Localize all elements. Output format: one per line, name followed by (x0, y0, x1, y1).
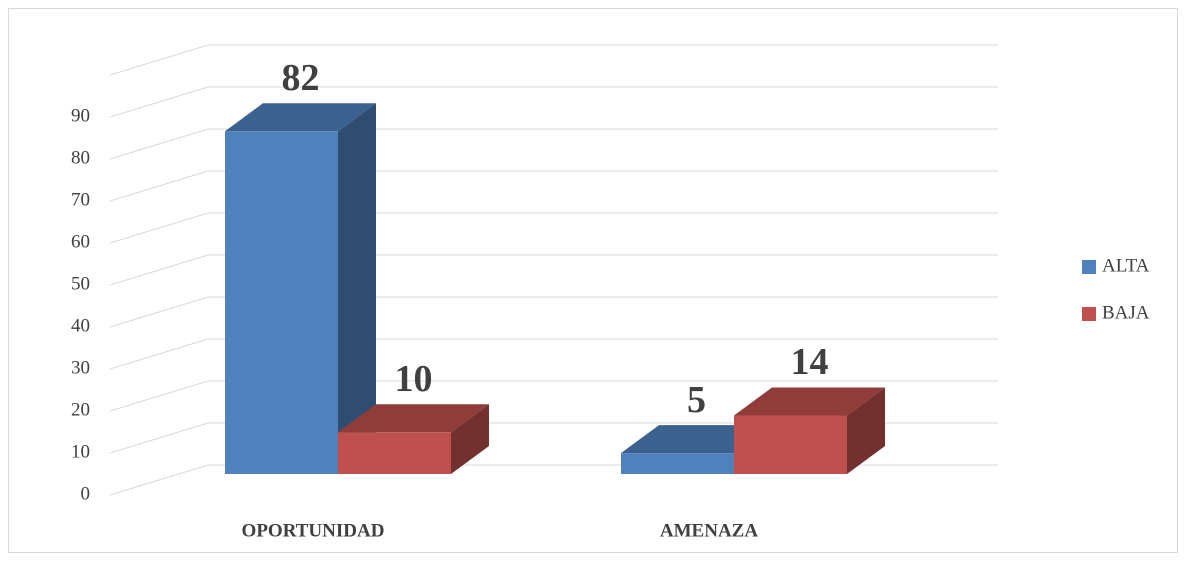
y-tick-label: 30 (71, 357, 90, 378)
data-label: 5 (687, 379, 706, 421)
bar-front (734, 415, 847, 474)
y-tick-label: 80 (71, 147, 90, 168)
bar-top (225, 103, 376, 132)
legend-label: BAJA (1102, 302, 1150, 323)
grid-line (109, 128, 209, 160)
y-tick-label: 90 (71, 105, 90, 126)
grid-line (109, 296, 209, 328)
y-tick-label: 60 (71, 231, 90, 252)
data-label: 82 (282, 57, 320, 99)
data-label: 10 (395, 358, 433, 400)
bar (734, 387, 885, 474)
grid-line (109, 212, 209, 244)
bar-front (338, 432, 451, 474)
x-tick-label: OPORTUNIDAD (242, 520, 385, 541)
grid-line (109, 464, 209, 496)
bar-top (338, 404, 489, 433)
y-tick-label: 70 (71, 189, 90, 210)
grid-line (109, 170, 209, 202)
grid-line (109, 338, 209, 370)
grid-line (109, 254, 209, 286)
bar-front (225, 131, 338, 475)
y-tick-label: 50 (71, 273, 90, 294)
legend-swatch (1082, 260, 1096, 274)
legend-label: ALTA (1102, 255, 1150, 276)
chart-border (8, 8, 1178, 553)
grid-line (109, 86, 209, 118)
bar-front (621, 453, 734, 474)
bar-side (451, 404, 489, 474)
bar-top (734, 387, 885, 416)
bar (225, 103, 376, 475)
y-tick-label: 0 (81, 483, 91, 504)
grid-line (109, 380, 209, 412)
legend-swatch (1082, 307, 1096, 321)
data-label: 14 (791, 341, 829, 383)
bar (338, 404, 489, 474)
y-tick-label: 20 (71, 399, 90, 420)
bar-side (847, 387, 885, 474)
y-tick-label: 10 (71, 441, 90, 462)
bar-side (338, 103, 376, 475)
wall-edge (109, 44, 209, 76)
grid-line (109, 422, 209, 454)
y-tick-label: 40 (71, 315, 90, 336)
x-tick-label: AMENAZA (660, 520, 758, 541)
